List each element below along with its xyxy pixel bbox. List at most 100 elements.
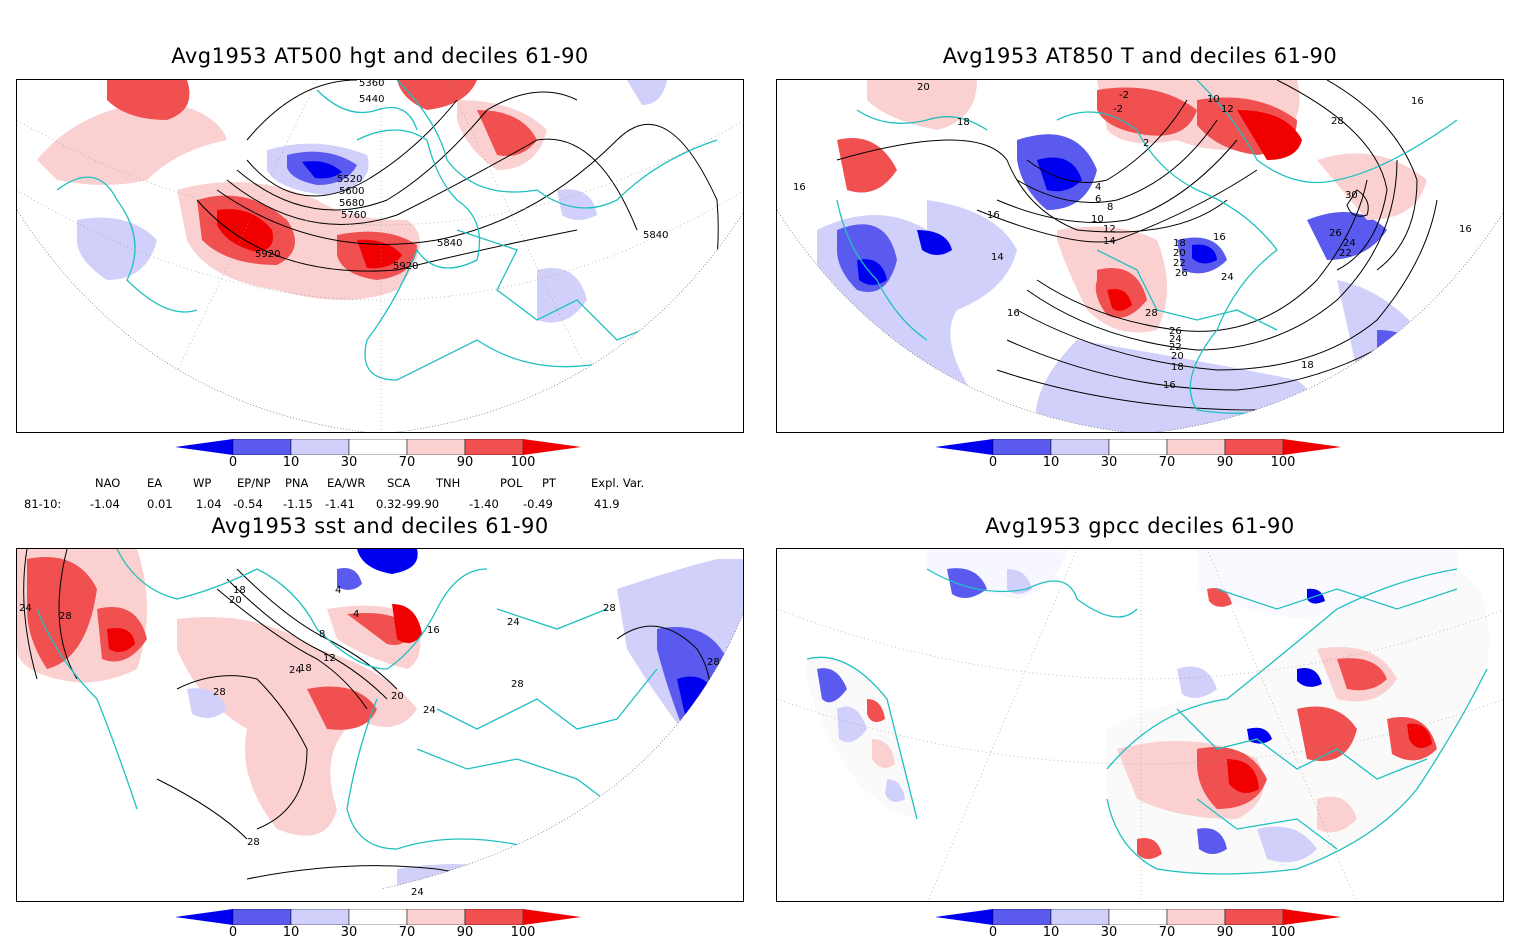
land-region	[1197, 549, 1459, 619]
shade-region	[677, 676, 717, 727]
shade-region	[1407, 723, 1432, 748]
panel-1-title: Avg1953 AT500 hgt and deciles 61-90	[171, 44, 589, 68]
contour-label: 26	[1329, 228, 1342, 239]
contour-label: 24	[1343, 238, 1356, 249]
shade-region	[885, 779, 905, 803]
index-header: EA/WR	[327, 476, 366, 490]
colorbar-swatches	[175, 909, 581, 925]
index-header: PT	[542, 476, 556, 490]
contour-label: 12	[1221, 104, 1234, 115]
contour-label: 6	[1095, 194, 1101, 205]
contour-label: 28	[213, 687, 226, 698]
contour-label: 20	[1171, 351, 1184, 362]
contour-label: 5760	[341, 210, 366, 221]
colorbar-swatch	[1224, 909, 1284, 925]
contour-label: 16	[987, 210, 1000, 221]
shade-region	[947, 568, 987, 598]
shade-region	[217, 209, 273, 252]
contour-label: 16	[793, 182, 806, 193]
shade-region	[477, 110, 537, 156]
index-value: -1.15	[283, 497, 313, 511]
index-header: TNH	[436, 476, 461, 490]
shade-region	[1257, 826, 1317, 863]
shade-region	[837, 138, 897, 193]
contour-label: 18	[957, 117, 970, 128]
colorbar-swatch	[406, 439, 466, 455]
shade-region	[1297, 668, 1322, 687]
shade-region	[1307, 212, 1387, 260]
contour-label: 24	[289, 665, 302, 676]
colorbar-swatch	[175, 909, 233, 925]
contour-label: 20	[917, 82, 930, 93]
colorbar-swatch	[1166, 909, 1226, 925]
shade-region	[917, 230, 952, 255]
index-value: -1.40	[469, 497, 499, 511]
map-panel-sst: 24 28 18 20 4 4 8 12 16 18 24 28 20 24 2…	[16, 548, 744, 902]
contour-label: 5840	[437, 238, 462, 249]
contour-label: 16	[427, 625, 440, 636]
shade-region	[107, 80, 190, 120]
index-value: -1.41	[325, 497, 355, 511]
contour-label: 22	[1173, 258, 1186, 269]
index-header: SCA	[387, 476, 411, 490]
shade-region	[867, 699, 885, 723]
colorbar-tick: 100	[510, 925, 536, 940]
colorbar-tick: 100	[1270, 455, 1296, 470]
colorbar-tick: 90	[456, 455, 474, 470]
colorbar-tick: 90	[456, 925, 474, 940]
index-value: -0.54	[233, 497, 263, 511]
shade-region	[392, 604, 422, 643]
shade-region	[177, 617, 417, 836]
colorbar-tick: 0	[988, 455, 998, 470]
shade-region	[1137, 838, 1162, 859]
shade-region	[1337, 658, 1387, 691]
index-header: EP/NP	[237, 476, 271, 490]
index-value: -1.04	[90, 497, 120, 511]
colorbar-tick: 10	[1042, 925, 1060, 940]
contour-label: 14	[1103, 236, 1116, 247]
contour-label: 24	[19, 603, 32, 614]
colorbar-tick: 0	[228, 925, 238, 940]
shade-region	[1037, 157, 1082, 192]
contour-label: 5680	[339, 198, 364, 209]
colorbar-tick: 10	[1042, 455, 1060, 470]
shade-region	[337, 568, 362, 590]
contour-label: 28	[59, 611, 72, 622]
colorbar-swatch	[464, 909, 524, 925]
index-header: Expl. Var.	[591, 476, 645, 490]
map-500hgt: 5360 5440 5520 5600 5680 5760 5840 5920 …	[17, 80, 743, 432]
shade-region	[1097, 87, 1197, 136]
colorbar-swatch	[523, 909, 581, 925]
contour-label: 16	[1411, 96, 1424, 107]
shade-region	[627, 80, 667, 105]
contour-label: 16	[1459, 224, 1472, 235]
shade-region	[477, 867, 507, 889]
index-header: WP	[193, 476, 212, 490]
colorbar-top-left: 0 10 30 70 90 100	[175, 439, 585, 473]
shade-region	[1377, 330, 1427, 374]
contour-label: 4	[335, 585, 341, 596]
colorbar-swatch	[464, 439, 524, 455]
contour-label: 14	[991, 252, 1004, 263]
colorbar-tick: 100	[510, 455, 536, 470]
contour-label: 22	[1169, 342, 1182, 353]
colorbar-tick: 10	[282, 925, 300, 940]
colorbar-tick: 90	[1216, 455, 1234, 470]
contour-label: 26	[1175, 268, 1188, 279]
map-panel-500hgt: 5360 5440 5520 5600 5680 5760 5840 5920 …	[16, 79, 744, 433]
contour-label: 5920	[393, 261, 418, 272]
contour-label: 8	[1107, 202, 1113, 213]
colorbar-swatch	[175, 439, 233, 455]
colorbar-tick: 70	[1158, 455, 1176, 470]
contour-label: 28	[1145, 308, 1158, 319]
contour-label: 28	[603, 603, 616, 614]
contour-label: 24	[411, 887, 424, 898]
shade-region	[1197, 828, 1227, 854]
shade-region	[1227, 759, 1259, 793]
colorbar-swatch	[290, 439, 350, 455]
shade-region	[27, 557, 97, 669]
contour-label: 5520	[337, 174, 362, 185]
shade-region	[187, 688, 227, 718]
index-header: NAO	[95, 476, 121, 490]
colorbar-swatches	[935, 909, 1341, 925]
